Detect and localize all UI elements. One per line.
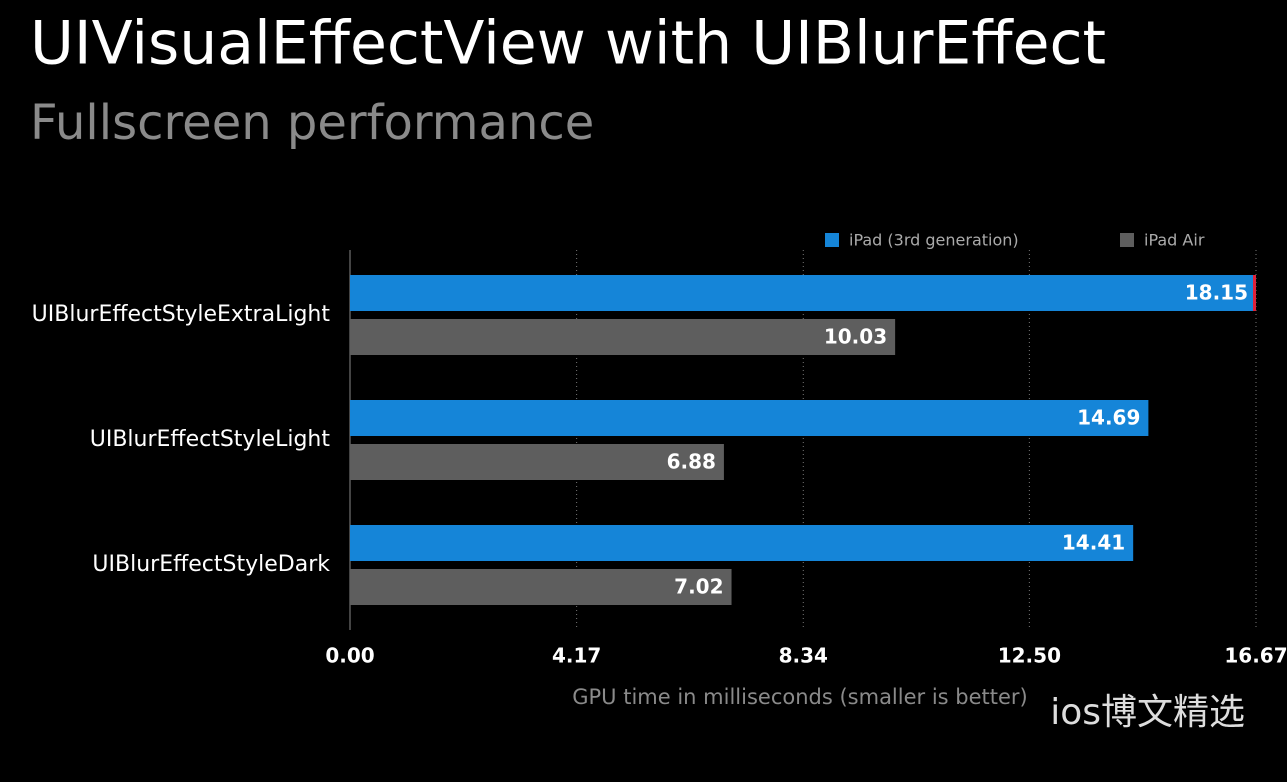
bar xyxy=(350,275,1256,311)
category-label: UIBlurEffectStyleLight xyxy=(90,427,331,452)
x-tick-label: 8.34 xyxy=(779,644,828,668)
watermark: ios博文精选 xyxy=(1050,692,1245,733)
x-axis-label: GPU time in milliseconds (smaller is bet… xyxy=(572,685,1028,709)
bar xyxy=(350,569,732,605)
value-label: 6.88 xyxy=(667,450,716,474)
bar xyxy=(350,525,1134,561)
category-label: UIBlurEffectStyleDark xyxy=(92,552,330,577)
legend-label: iPad (3rd generation) xyxy=(849,231,1019,250)
x-tick-label: 12.50 xyxy=(998,644,1061,668)
x-tick-label: 0.00 xyxy=(325,644,374,668)
bar xyxy=(350,444,724,480)
bar xyxy=(350,319,896,355)
legend-label: iPad Air xyxy=(1144,231,1205,250)
value-label: 18.15 xyxy=(1185,281,1248,305)
x-tick-label: 16.67 xyxy=(1224,644,1287,668)
legend-swatch xyxy=(1120,233,1134,247)
value-label: 7.02 xyxy=(674,575,723,599)
bar xyxy=(350,400,1149,436)
value-label: 14.41 xyxy=(1062,531,1125,555)
chart-subtitle: Fullscreen performance xyxy=(30,95,594,151)
overflow-marker xyxy=(1253,275,1256,311)
x-tick-label: 4.17 xyxy=(552,644,601,668)
legend-swatch xyxy=(825,233,839,247)
value-label: 10.03 xyxy=(824,325,887,349)
category-label: UIBlurEffectStyleExtraLight xyxy=(32,302,331,327)
plot-area xyxy=(350,275,1256,605)
chart-title: UIVisualEffectView with UIBlurEffect xyxy=(30,9,1106,79)
value-label: 14.69 xyxy=(1077,406,1140,430)
